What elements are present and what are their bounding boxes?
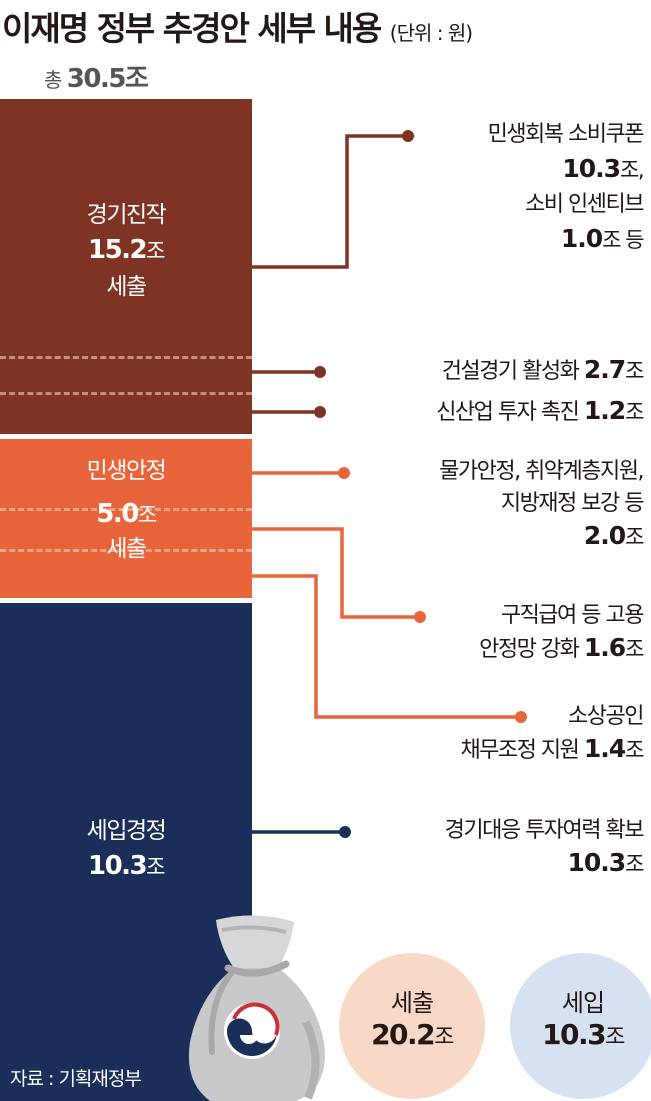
ann-unit: 조 <box>625 359 644 383</box>
block-name: 세입경정 <box>86 818 167 844</box>
annotation-construction: 건설경기 활성화 2.7조 <box>441 354 645 388</box>
block-name: 민생안정 <box>86 458 167 484</box>
summary-label: 세출 <box>390 989 434 1017</box>
summary-value: 20.2 <box>371 1018 436 1051</box>
ann-value: 1.6 <box>583 633 626 662</box>
divider-dashed <box>0 508 252 511</box>
ann-value: 1.4 <box>583 734 626 763</box>
annotation-small-business: 소상공인 채무조정 지원 1.4조 <box>460 701 644 767</box>
ann-unit: 조 등 <box>602 228 644 252</box>
block-unit: 조 <box>146 855 165 879</box>
annotation-employment: 구직급여 등 고용 안정망 강화 1.6조 <box>479 600 645 666</box>
block-type: 세출 <box>106 274 147 300</box>
summary-unit: 조 <box>434 1025 454 1050</box>
title-text: 이재명 정부 추경안 세부 내용 <box>2 9 382 48</box>
korea-government-emblem-icon <box>224 1002 280 1059</box>
annotation-consumption-coupon: 민생회복 소비쿠폰 10.3조, 소비 인센티브 1.0조 등 <box>487 118 645 258</box>
ann-unit: 조 <box>625 738 644 762</box>
divider-dashed <box>0 356 252 359</box>
block-livelihood: 민생안정 5.0조 세출 <box>0 439 252 598</box>
divider-dashed <box>0 549 252 552</box>
ann-text: 채무조정 지원 <box>460 738 579 763</box>
ann-text: 지방재정 보강 등 <box>500 491 645 516</box>
summary-expenditure: 세출 20.2조 <box>339 953 485 1099</box>
ann-value: 10.3 <box>562 154 621 183</box>
block-revenue-label: 세입경정 10.3조 <box>0 811 252 881</box>
block-value: 5.0 <box>96 499 139 529</box>
ann-text: 안정망 강화 <box>479 637 580 662</box>
ann-value: 1.2 <box>583 396 626 425</box>
unit-label: (단위 : 원) <box>389 21 473 45</box>
ann-unit: 조 <box>625 525 644 549</box>
ann-text: 물가안정, 취약계층지원, <box>439 459 644 484</box>
summary-unit: 조 <box>605 1025 625 1050</box>
ann-unit: 조 <box>625 637 644 661</box>
divider-dashed <box>0 392 252 395</box>
ann-text: 민생회복 소비쿠폰 <box>487 122 645 147</box>
block-unit: 조 <box>137 503 157 527</box>
block-livelihood-label: 민생안정 5.0조 세출 <box>0 451 252 563</box>
ann-value: 1.0 <box>560 224 603 253</box>
block-value: 10.3 <box>88 851 148 881</box>
connector-dot <box>402 130 414 142</box>
money-bag-icon <box>188 915 325 1101</box>
summary-label: 세입 <box>561 989 605 1017</box>
ann-text: 구직급여 등 고용 <box>500 603 645 628</box>
block-unit: 조 <box>146 239 165 263</box>
block-stimulus-label: 경기진작 15.2조 세출 <box>0 195 252 301</box>
block-value: 15.2 <box>88 235 148 265</box>
chart-title: 이재명 정부 추경안 세부 내용 (단위 : 원) <box>2 2 473 50</box>
ann-unit: 조 <box>625 400 644 424</box>
total-label: 총 30.5조 <box>44 58 149 95</box>
source-note: 자료 : 기획재정부 <box>10 1068 142 1090</box>
block-name: 경기진작 <box>86 202 167 228</box>
ann-text: 신산업 투자 촉진 <box>436 400 580 425</box>
annotation-new-industry: 신산업 투자 촉진 1.2조 <box>436 395 644 429</box>
connector-dot <box>338 467 350 479</box>
ann-value: 2.0 <box>583 521 626 550</box>
connector-dot <box>515 711 527 723</box>
annotation-price-stability: 물가안정, 취약계층지원, 지방재정 보강 등 2.0조 <box>439 456 645 554</box>
summary-revenue: 세입 10.3조 <box>510 953 651 1099</box>
connector-dot <box>414 611 426 623</box>
ann-text: 소비 인센티브 <box>525 192 644 217</box>
summary-value: 10.3 <box>542 1018 607 1051</box>
ann-text: 소상공인 <box>568 704 644 729</box>
ann-value: 2.7 <box>583 355 626 384</box>
block-type: 세출 <box>106 536 147 562</box>
ann-text: 건설경기 활성화 <box>441 359 580 384</box>
ann-text: 경기대응 투자여력 확보 <box>444 818 645 843</box>
connector-dot <box>314 366 326 378</box>
block-stimulus: 경기진작 15.2조 세출 <box>0 99 252 434</box>
total-value: 30.5 <box>66 64 127 94</box>
annotation-revenue: 경기대응 투자여력 확보 10.3조 <box>444 815 645 881</box>
ann-unit: 조 <box>625 852 644 876</box>
total-prefix: 총 <box>44 68 62 92</box>
connector-dot <box>314 406 326 418</box>
ann-unit: 조, <box>620 158 645 182</box>
ann-value: 10.3 <box>567 848 626 877</box>
total-unit: 조 <box>124 64 149 94</box>
connector-dot <box>339 826 351 838</box>
